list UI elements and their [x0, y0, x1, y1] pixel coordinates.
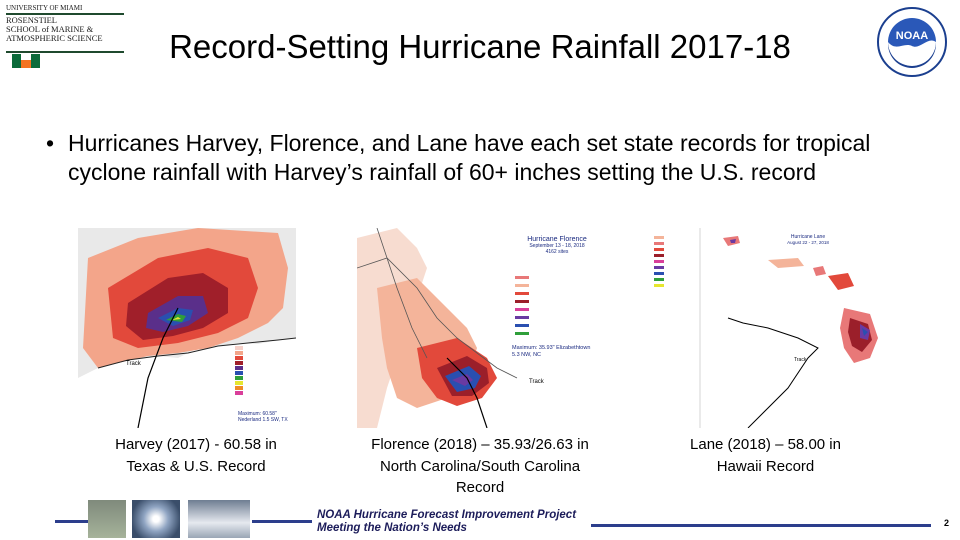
florence-legend-sub: September 13 - 18, 2018	[529, 243, 585, 249]
florence-caption: Florence (2018) – 35.93/26.63 in North C…	[371, 436, 589, 496]
lane-legend-sub: August 22 - 27, 2018	[787, 240, 829, 245]
bullet-text: Hurricanes Harvey, Florence, and Lane ha…	[68, 130, 871, 185]
florence-rainfall-map: Hurricane Florence September 13 - 18, 20…	[357, 228, 599, 428]
florence-legend-title: Hurricane Florence	[527, 236, 587, 243]
university-of-miami-logo: UNIVERSITY OF MIAMI ROSENSTIEL SCHOOL of…	[6, 4, 128, 70]
logo-rule	[6, 13, 124, 15]
harvey-legend-text: Maximum: 60.58" Nederland 1.5 SW, TX	[238, 411, 288, 423]
footer-line-left	[55, 520, 95, 523]
page-number: 2	[944, 518, 950, 528]
bullet-marker: •	[46, 130, 55, 156]
footer-project-name: NOAA Hurricane Forecast Improvement Proj…	[317, 509, 577, 521]
footer-thumbnail-image	[88, 500, 126, 538]
noaa-logo: NOAA	[877, 7, 947, 77]
footer-project-text: NOAA Hurricane Forecast Improvement Proj…	[317, 509, 576, 535]
florence-legend-count: 4162 sites	[545, 249, 569, 255]
slide-title: Record-Setting Hurricane Rainfall 2017-1…	[169, 28, 791, 65]
logo-line: ROSENSTIEL	[6, 15, 57, 25]
logo-line: UNIVERSITY OF MIAMI	[6, 4, 83, 12]
logo-line: ATMOSPHERIC SCIENCE	[6, 33, 103, 43]
footer-tagline: Meeting the Nation’s Needs	[317, 522, 467, 534]
um-u-icon	[12, 54, 40, 68]
florence-legend-text: Maximum: 35.93" Elizabethtown 5.3 NW, NC	[512, 345, 591, 358]
harvey-caption: Harvey (2017) - 60.58 in Texas & U.S. Re…	[115, 436, 277, 475]
harvey-track-label: Track	[126, 361, 141, 367]
harvey-rainfall-map: Maximum: 60.58" Nederland 1.5 SW, TX Tra…	[78, 228, 296, 428]
lane-track-label: Track	[794, 357, 807, 363]
noaa-text: NOAA	[896, 30, 928, 42]
lane-caption: Lane (2018) – 58.00 in Hawaii Record	[690, 436, 841, 475]
lane-rainfall-map: Hurricane Lane August 22 - 27, 2018 Trac…	[648, 228, 882, 428]
footer-line-right	[591, 524, 931, 527]
footer-line-mid	[252, 520, 312, 523]
lane-legend-title: Hurricane Lane	[790, 234, 826, 240]
florence-track-label: Track	[529, 379, 544, 385]
footer-thumbnail-hurricane	[132, 500, 180, 538]
logo-line: SCHOOL of MARINE &	[6, 24, 94, 34]
logo-rule	[6, 51, 124, 53]
footer-thumbnail-clouds	[188, 500, 250, 538]
bullet-point: • Hurricanes Harvey, Florence, and Lane …	[46, 129, 926, 187]
